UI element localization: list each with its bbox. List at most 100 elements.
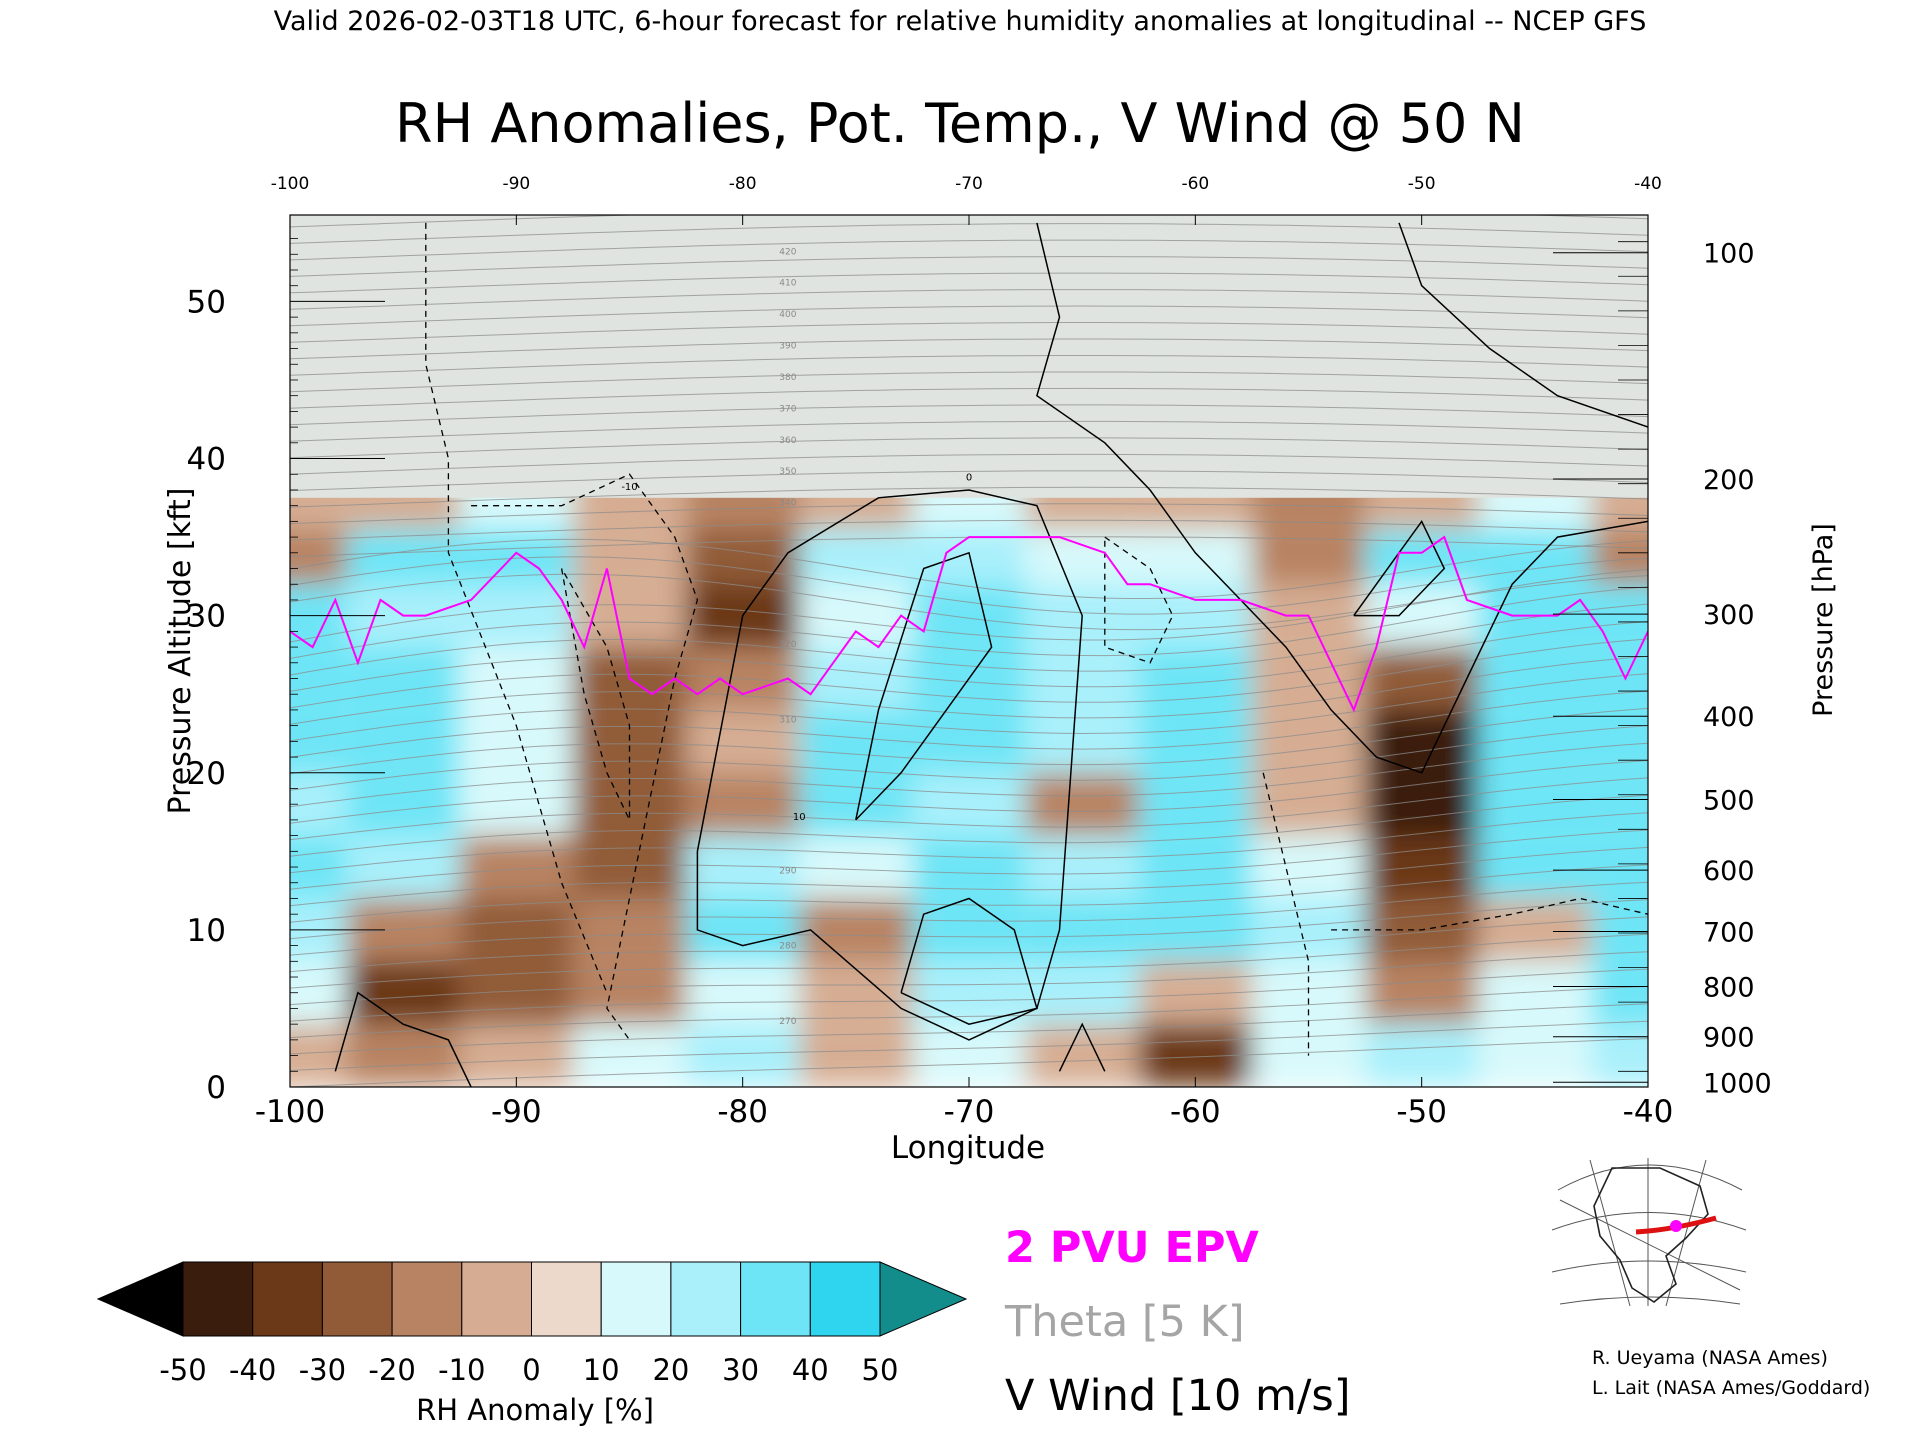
rh-cell	[1025, 647, 1139, 710]
v-wind-contour-negative	[1104, 536, 1174, 664]
right-tick-label: 800	[1703, 972, 1755, 1003]
rh-cell	[912, 961, 1026, 1025]
credit-line-2: L. Lait (NASA Ames/Goddard)	[1592, 1377, 1870, 1399]
credit-line-1: R. Ueyama (NASA Ames)	[1592, 1347, 1828, 1369]
theta-label: 370	[779, 404, 796, 414]
colorbar-tick-label: 10	[583, 1353, 620, 1387]
theta-contour	[290, 420, 1648, 442]
rh-cell	[1365, 647, 1479, 710]
locator-continent-outline	[1593, 1167, 1709, 1303]
colorbar-box	[182, 1261, 254, 1337]
theta-contour	[290, 556, 1648, 615]
x-tick-label: -80	[717, 1094, 768, 1130]
theta-contour	[290, 899, 1648, 956]
rh-cell	[912, 898, 1026, 962]
colorbar-box	[670, 1261, 742, 1337]
rh-cell	[686, 1024, 800, 1087]
theta-contour	[290, 387, 1648, 409]
rh-cell	[912, 529, 1026, 585]
epv-2pvu-line	[290, 535, 1648, 713]
rh-cell	[346, 647, 460, 710]
rh-cell	[1591, 529, 1648, 585]
right-axis-label: Pressure [hPa]	[1808, 523, 1839, 717]
v-wind-contour	[1398, 222, 1648, 428]
rh-cell	[912, 709, 1026, 773]
rh-cell	[459, 898, 573, 962]
theta-contour	[290, 568, 1648, 643]
rh-cell	[1591, 835, 1648, 899]
rh-cell	[459, 584, 573, 647]
theta-contour	[290, 655, 1648, 725]
rh-cell	[1138, 709, 1252, 773]
theta-contour	[290, 503, 1648, 525]
rh-cell	[346, 961, 460, 1025]
right-tick-label: 700	[1703, 917, 1755, 948]
y-tick-label: 20	[187, 756, 226, 792]
rh-cell	[1025, 835, 1139, 899]
rh-cell	[572, 584, 687, 647]
rh-cell	[459, 835, 573, 899]
rh-cell	[1591, 1024, 1648, 1087]
locator-map	[1548, 1158, 1748, 1308]
theta-contour	[290, 707, 1648, 775]
rh-cell	[572, 961, 687, 1025]
theta-contour	[290, 586, 1648, 659]
rh-cell	[799, 529, 913, 585]
v-wind-contour	[855, 551, 993, 821]
v-wind-contour	[900, 897, 1038, 1025]
rh-cell	[1025, 709, 1139, 773]
colorbar-box	[740, 1261, 811, 1337]
rh-cell	[799, 584, 913, 647]
rh-cell	[290, 647, 347, 710]
theta-contour	[290, 1003, 1648, 1055]
colorbar-box	[391, 1261, 463, 1337]
theta-contour	[290, 933, 1648, 989]
v-wind-contour	[1058, 1022, 1106, 1072]
rh-cell	[686, 772, 800, 836]
theta-contour	[290, 538, 1648, 599]
theta-contour	[290, 437, 1648, 459]
rh-cell	[1478, 1024, 1592, 1087]
theta-contour	[290, 486, 1648, 508]
right-tick-label: 200	[1703, 465, 1755, 496]
theta-contour	[290, 794, 1648, 857]
theta-contour	[290, 470, 1648, 492]
theta-contour	[290, 846, 1648, 907]
theta-label: 420	[779, 247, 796, 257]
legend-theta: Theta [5 K]	[1004, 1297, 1245, 1347]
theta-label: 270	[779, 1017, 796, 1027]
theta-contour	[290, 621, 1648, 692]
x-tick-label: -40	[1623, 1094, 1674, 1130]
theta-label: 280	[779, 942, 796, 952]
x-tick-label: -60	[1170, 1094, 1221, 1130]
colorbar-tick-label: -40	[229, 1353, 276, 1387]
legend-vwind: V Wind [10 m/s]	[1005, 1371, 1351, 1421]
v-wind-contour	[696, 489, 1083, 1041]
theta-contour	[290, 812, 1648, 874]
rh-cell	[1591, 647, 1648, 710]
v-wind-label: 10	[793, 812, 806, 823]
axes: -100 -90 -80 -70 -60 -50 -40-100 -90 -80 -70 -60 -5…	[187, 174, 1772, 1130]
rh-cell	[1251, 772, 1366, 836]
right-tick-label: 900	[1703, 1023, 1755, 1054]
rh-cell	[1025, 772, 1139, 836]
rh-cell	[799, 961, 913, 1025]
theta-contour	[290, 725, 1648, 791]
theta-contour	[290, 760, 1648, 824]
rh-cell	[1251, 898, 1366, 962]
colorbar-tick-label: 20	[652, 1353, 689, 1387]
rh-cell	[290, 772, 347, 836]
v-wind-label: 0	[966, 473, 972, 484]
theta-label: 360	[779, 436, 796, 446]
theta-contour	[290, 673, 1648, 742]
colorbar-low-arrow	[96, 1261, 184, 1337]
y-tick-label: 10	[187, 913, 226, 949]
rh-cell	[1365, 835, 1479, 899]
rh-cell	[1251, 835, 1366, 899]
colorbar-tick-label: -50	[159, 1353, 206, 1387]
rh-cell	[799, 709, 913, 773]
rh-cell	[1478, 835, 1592, 899]
rh-cell	[1591, 584, 1648, 647]
colorbar-box	[321, 1261, 393, 1337]
